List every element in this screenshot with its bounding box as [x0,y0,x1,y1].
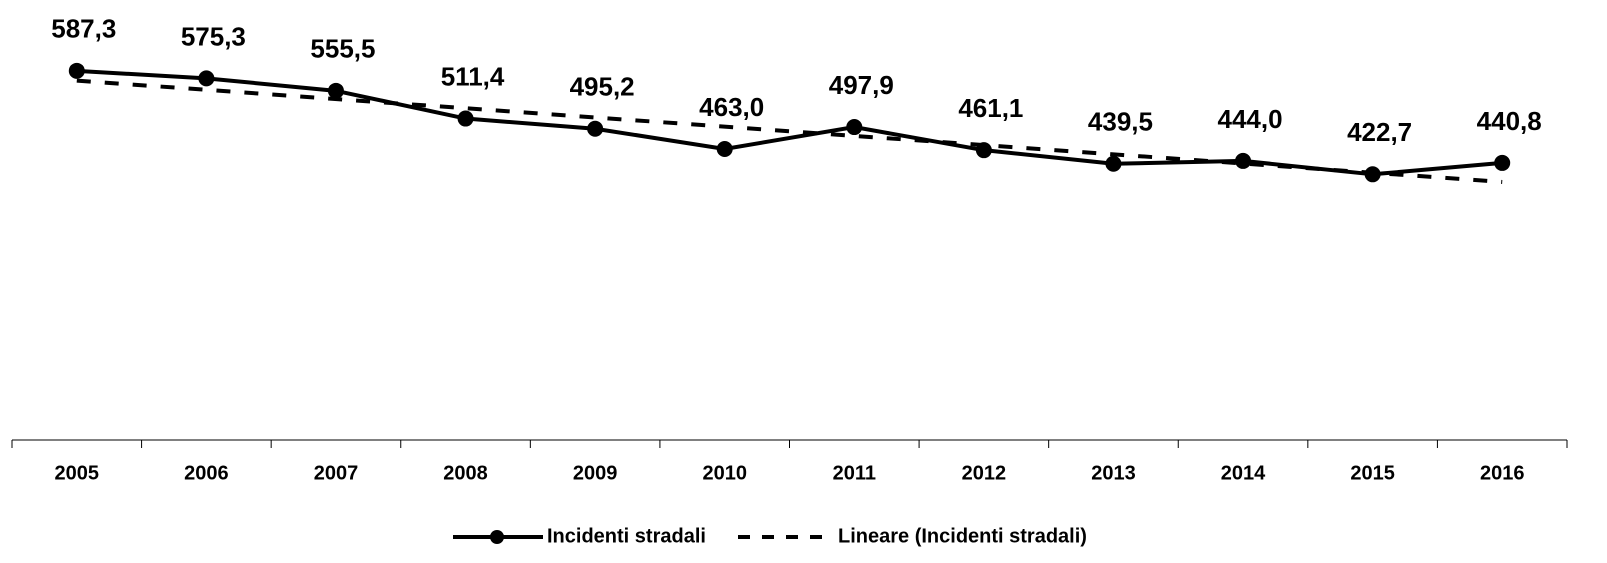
legend-marker [490,530,504,544]
x-tick-label: 2013 [1091,462,1136,484]
marker [975,142,992,159]
legend-label: Incidenti stradali [547,525,706,547]
marker [1364,166,1381,183]
x-tick-label: 2008 [443,462,488,484]
x-tick-label: 2012 [962,462,1007,484]
x-tick-label: 2009 [573,462,618,484]
marker [198,70,215,87]
x-tick-label: 2007 [314,462,359,484]
value-label: 422,7 [1347,117,1412,147]
x-tick-label: 2016 [1480,462,1525,484]
x-tick-label: 2015 [1350,462,1395,484]
value-label: 497,9 [829,70,894,100]
legend-label: Lineare (Incidenti stradali) [838,525,1087,547]
x-tick-label: 2006 [184,462,229,484]
x-tick-label: 2010 [702,462,747,484]
value-label: 444,0 [1218,104,1283,134]
value-label: 495,2 [570,72,635,102]
marker [587,120,604,137]
value-label: 511,4 [441,61,505,91]
marker [1494,154,1511,171]
marker [1235,152,1252,169]
marker [1105,155,1122,172]
line [76,68,1503,177]
marker [716,140,733,157]
marker [457,110,474,127]
value-label: 575,3 [181,21,246,51]
value-label: 440,8 [1477,106,1542,136]
x-tick-label: 2011 [833,462,876,484]
x-tick-label: 2005 [55,462,100,484]
marker [68,62,85,79]
value-label: 587,3 [51,14,116,44]
value-label: 439,5 [1088,107,1153,137]
marker [327,82,344,99]
value-label: 461,1 [958,93,1023,123]
value-label: 555,5 [310,34,375,64]
value-label: 463,0 [699,92,764,122]
marker [846,119,863,136]
x-tick-label: 2014 [1221,462,1266,484]
